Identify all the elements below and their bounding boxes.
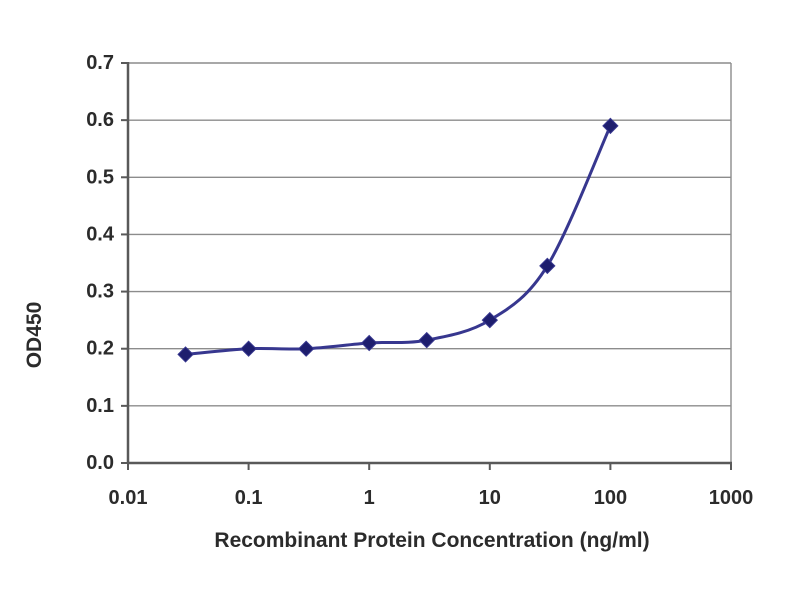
data-point-marker <box>297 340 315 357</box>
data-point-marker <box>177 346 194 363</box>
y-tick-label: 0.0 <box>86 452 114 474</box>
data-point-marker <box>481 311 499 329</box>
x-tick-label: 0.01 <box>109 487 148 509</box>
data-point-marker <box>418 331 435 349</box>
series-line <box>184 124 612 356</box>
y-tick-label: 0.1 <box>86 395 114 417</box>
data-point-marker <box>240 340 257 357</box>
y-tick-label: 0.5 <box>86 166 114 188</box>
x-axis-title: Recombinant Protein Concentration (ng/ml… <box>214 529 650 552</box>
y-tick-label: 0.3 <box>86 281 114 303</box>
y-axis-title: OD450 <box>23 301 46 369</box>
x-tick-label: 0.1 <box>235 487 263 509</box>
data-point-marker <box>602 117 619 135</box>
x-tick-label: 1000 <box>709 487 754 509</box>
y-tick-label: 0.2 <box>86 338 114 360</box>
data-point-marker <box>539 257 556 275</box>
x-tick-label: 1 <box>364 487 375 509</box>
x-tick-label: 10 <box>479 487 501 509</box>
y-tick-label: 0.7 <box>86 52 114 74</box>
y-tick-label: 0.4 <box>86 223 115 245</box>
data-point-marker <box>360 334 378 352</box>
x-tick-label: 100 <box>594 487 627 509</box>
y-tick-label: 0.6 <box>86 109 114 131</box>
